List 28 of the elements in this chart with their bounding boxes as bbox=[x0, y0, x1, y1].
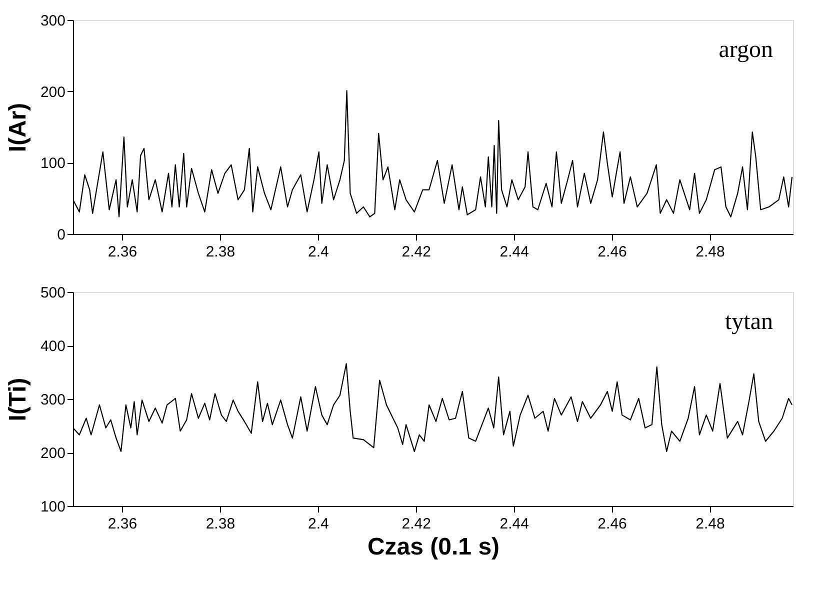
series-label: tytan bbox=[725, 309, 773, 335]
x-tick-label: 2.46 bbox=[598, 244, 627, 260]
y-axis-title: I(Ti) bbox=[4, 378, 32, 422]
x-tick-label: 2.36 bbox=[108, 516, 138, 532]
x-tick-label: 2.38 bbox=[206, 244, 236, 260]
x-tick-label: 2.46 bbox=[598, 516, 627, 532]
x-tick-label: 2.4 bbox=[308, 516, 329, 532]
y-tick-label: 200 bbox=[40, 84, 66, 101]
text: argon bbox=[718, 37, 773, 63]
y-tick-label: 100 bbox=[40, 155, 66, 172]
x-axis-title: Czas (0.1 s) bbox=[367, 534, 500, 560]
y-tick-label: 100 bbox=[40, 498, 66, 516]
y-tick-label: 0 bbox=[57, 226, 66, 244]
y-tick-label: 300 bbox=[40, 392, 66, 408]
y-axis-title: I(Ar) bbox=[4, 102, 32, 152]
x-tick-label: 2.4 bbox=[308, 244, 329, 260]
y-tick-label: 200 bbox=[40, 445, 66, 462]
x-tick-label: 2.36 bbox=[108, 244, 138, 260]
x-tick-label: 2.42 bbox=[402, 516, 431, 532]
y-tick-label: 400 bbox=[40, 338, 66, 355]
x-tick-label: 2.44 bbox=[500, 244, 529, 260]
x-tick-label: 2.48 bbox=[696, 516, 725, 532]
y-tick-label: 500 bbox=[40, 284, 66, 302]
x-tick-label: 2.44 bbox=[500, 516, 529, 532]
x-tick-label: 2.38 bbox=[206, 516, 236, 532]
x-tick-label: 2.48 bbox=[696, 244, 725, 260]
x-tick-label: 2.42 bbox=[402, 244, 431, 260]
y-tick-label: 300 bbox=[40, 12, 66, 30]
